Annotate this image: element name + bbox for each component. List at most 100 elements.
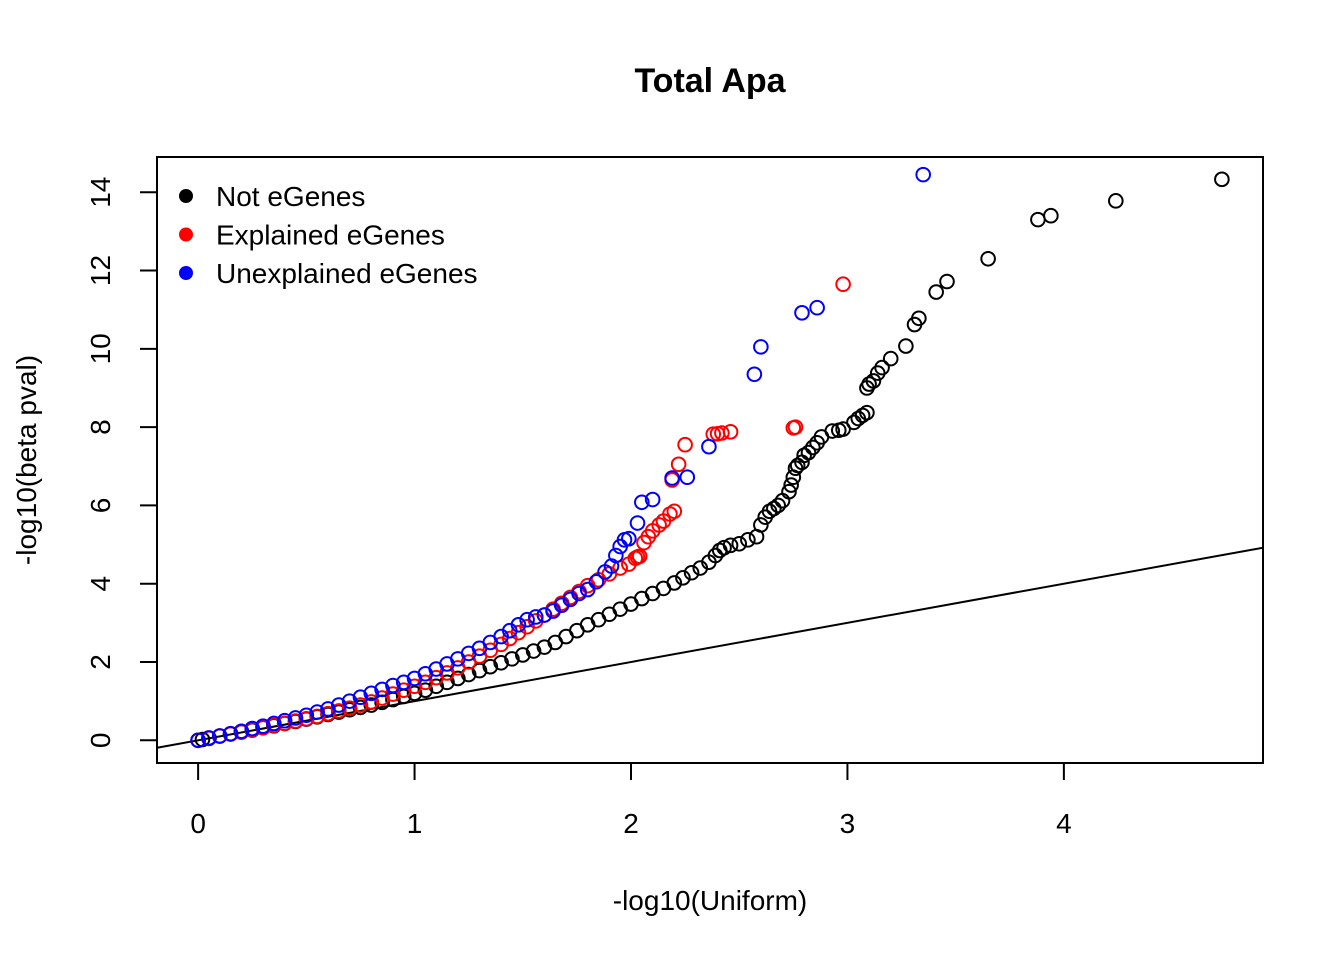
data-point (835, 276, 851, 293)
data-point (636, 534, 652, 551)
data-point (287, 710, 304, 726)
data-point (882, 350, 899, 367)
data-point (579, 581, 596, 598)
legend-label: Explained eGenes (216, 220, 445, 251)
data-point (406, 670, 423, 687)
data-point (597, 564, 613, 580)
data-point (629, 515, 646, 531)
data-point (536, 639, 553, 655)
data-point (428, 678, 445, 695)
series-1 (190, 276, 851, 749)
y-tick-label: 4 (85, 576, 116, 592)
data-point (621, 556, 637, 572)
data-point (266, 715, 282, 732)
x-axis-label: -log10(Uniform) (613, 885, 808, 916)
data-point (331, 703, 347, 719)
data-point (222, 725, 239, 742)
data-point (1030, 211, 1046, 228)
data-point (785, 469, 802, 486)
data-point (740, 532, 756, 548)
data-point (655, 513, 672, 529)
data-point (536, 607, 553, 623)
data-point (783, 477, 799, 493)
data-point (869, 365, 886, 381)
legend-marker (179, 227, 193, 242)
data-point (482, 658, 499, 675)
data-point (928, 284, 944, 300)
data-point (748, 528, 765, 545)
data-point (774, 492, 791, 509)
data-point (211, 728, 228, 744)
data-point (417, 674, 434, 691)
data-point (1214, 171, 1230, 188)
data-point (276, 712, 293, 729)
y-tick-label: 0 (85, 733, 116, 749)
legend-marker (179, 189, 193, 203)
data-point (664, 470, 680, 486)
legend-marker (179, 266, 193, 280)
data-point (670, 456, 687, 473)
data-point (898, 338, 914, 354)
y-tick-label: 12 (85, 255, 116, 286)
data-point (850, 410, 867, 427)
data-point (859, 380, 875, 396)
y-tick-label: 14 (85, 177, 116, 208)
data-point (417, 682, 434, 698)
data-point (255, 718, 271, 735)
data-point (525, 643, 542, 659)
data-point (244, 720, 261, 737)
y-tick-label: 8 (85, 419, 116, 435)
data-point (809, 434, 825, 451)
data-point (794, 305, 810, 321)
data-point (608, 547, 624, 564)
legend-label: Not eGenes (216, 181, 365, 212)
data-point (341, 693, 358, 709)
data-point (711, 542, 728, 559)
data-point (1108, 193, 1124, 209)
data-point (385, 677, 401, 694)
data-point (298, 707, 315, 724)
data-point (677, 436, 693, 453)
y-tick-label: 2 (85, 654, 116, 670)
data-point (493, 654, 509, 671)
data-point (679, 469, 696, 486)
data-point (701, 438, 717, 455)
data-point (514, 647, 531, 663)
y-tick-label: 6 (85, 498, 116, 514)
reference-line (157, 546, 1263, 749)
x-tick-label: 0 (190, 808, 206, 839)
data-point (588, 573, 605, 590)
data-point (757, 509, 773, 525)
data-point (395, 674, 412, 691)
data-point (309, 708, 325, 725)
data-point (406, 678, 423, 695)
data-point (374, 681, 390, 698)
data-point (830, 422, 847, 439)
data-point (675, 570, 691, 586)
legend: Not eGenes Explained eGenes Unexplained eG… (179, 181, 478, 289)
data-point (1043, 207, 1059, 224)
data-point (746, 366, 763, 383)
data-point (785, 420, 802, 436)
data-point (634, 494, 650, 511)
data-point (363, 685, 380, 702)
data-point (915, 166, 931, 183)
data-point (352, 689, 369, 706)
data-point (201, 730, 217, 746)
data-point (320, 701, 336, 717)
data-point (233, 723, 250, 740)
data-point (692, 560, 709, 576)
x-tick-label: 4 (1056, 808, 1072, 839)
data-point (753, 339, 769, 355)
data-point (331, 697, 347, 713)
data-point (341, 700, 358, 716)
data-point (809, 299, 825, 316)
data-point (612, 538, 628, 555)
data-point (519, 611, 535, 628)
data-point (320, 705, 336, 722)
legend-label: Unexplained eGenes (216, 258, 478, 289)
data-point (644, 491, 661, 508)
data-point (787, 460, 804, 477)
y-axis-label: -log10(beta pval) (11, 355, 42, 565)
